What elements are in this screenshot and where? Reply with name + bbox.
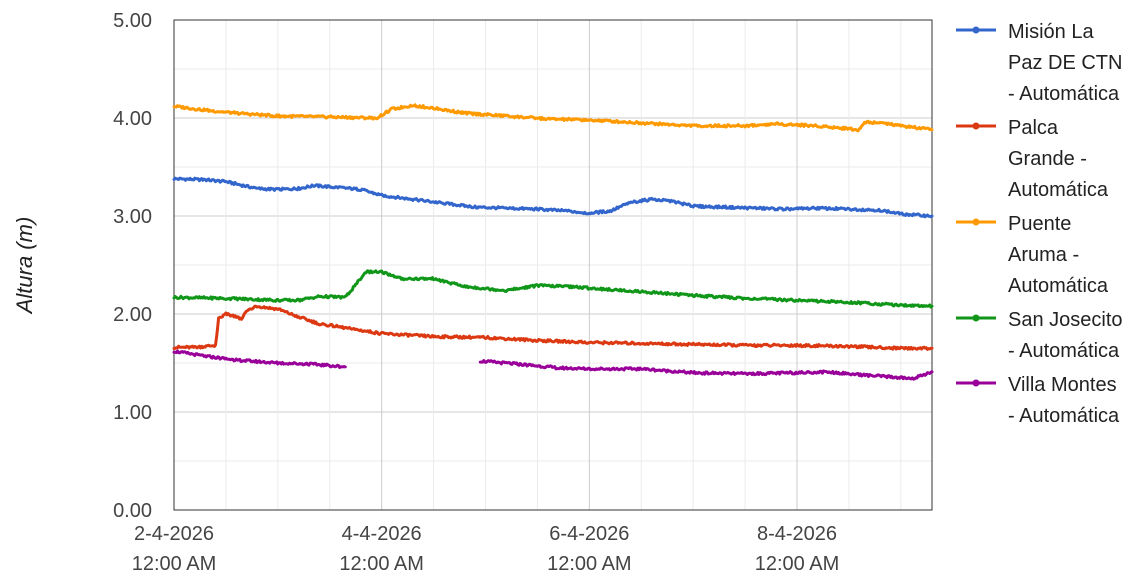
legend-entry[interactable]: Palca Grande - Automática: [956, 117, 1109, 201]
legend-entry[interactable]: Misión La Paz DE CTN - Automática: [956, 21, 1122, 105]
legend-label: - Automática: [1008, 405, 1120, 427]
x-tick-label-date: 4-4-2026: [342, 523, 422, 545]
y-tick-label: 5.00: [113, 10, 152, 32]
legend-marker: [972, 26, 980, 34]
legend-label: - Automática: [1008, 340, 1120, 362]
legend-marker: [972, 314, 980, 322]
x-tick-label-time: 12:00 AM: [339, 553, 424, 575]
legend-label: - Automática: [1008, 83, 1120, 105]
y-tick-label: 2.00: [113, 304, 152, 326]
y-tick-label: 4.00: [113, 108, 152, 130]
plot-frame: [173, 19, 933, 511]
legend-marker: [972, 218, 980, 226]
legend-marker: [972, 379, 980, 387]
x-tick-label-date: 8-4-2026: [757, 523, 837, 545]
x-tick-label-date: 6-4-2026: [549, 523, 629, 545]
series-line-villa-montes-automatica[interactable]: [172, 349, 347, 369]
series-line-villa-montes-automatica[interactable]: [478, 359, 934, 381]
legend-label: Automática: [1008, 275, 1109, 297]
legend-label: Aruma -: [1008, 244, 1079, 266]
series-lines: [172, 103, 934, 381]
y-tick-label: 0.00: [113, 500, 152, 522]
legend-label: Palca: [1008, 117, 1059, 139]
series-line-palca-grande-automatica[interactable]: [172, 304, 934, 351]
legend-label: Grande -: [1008, 148, 1087, 170]
legend-label: San Josecito: [1008, 309, 1123, 331]
x-tick-label-date: 2-4-2026: [134, 523, 214, 545]
y-tick-label: 1.00: [113, 402, 152, 424]
series-line-mision-la-paz-de-ctn-automatica[interactable]: [172, 176, 934, 219]
legend-label: Villa Montes: [1008, 374, 1117, 396]
x-tick-label-time: 12:00 AM: [547, 553, 632, 575]
grid: [173, 19, 932, 511]
y-axis-label: Altura (m): [12, 217, 37, 316]
legend-label: Automática: [1008, 179, 1109, 201]
y-tick-label: 3.00: [113, 206, 152, 228]
legend-marker: [972, 122, 980, 130]
legend[interactable]: Misión La Paz DE CTN - Automática Palca Gran…: [956, 21, 1123, 427]
legend-label: Puente: [1008, 213, 1071, 235]
x-tick-label-time: 12:00 AM: [755, 553, 840, 575]
series-line-san-josecito-automatica[interactable]: [172, 269, 934, 309]
legend-label: Misión La: [1008, 21, 1094, 43]
legend-label: Paz DE CTN: [1008, 52, 1122, 74]
legend-entry[interactable]: Puente Aruma - Automática: [956, 213, 1109, 297]
legend-entry[interactable]: Villa Montes - Automática: [956, 374, 1120, 427]
series-line-puente-aruma-automatica[interactable]: [172, 103, 934, 133]
axes: 0.00 1.00 2.00 3.00 4.00 5.00 2-4-2026 12:00 AM…: [113, 10, 933, 575]
legend-entry[interactable]: San Josecito - Automática: [956, 309, 1123, 362]
x-tick-label-time: 12:00 AM: [132, 553, 217, 575]
